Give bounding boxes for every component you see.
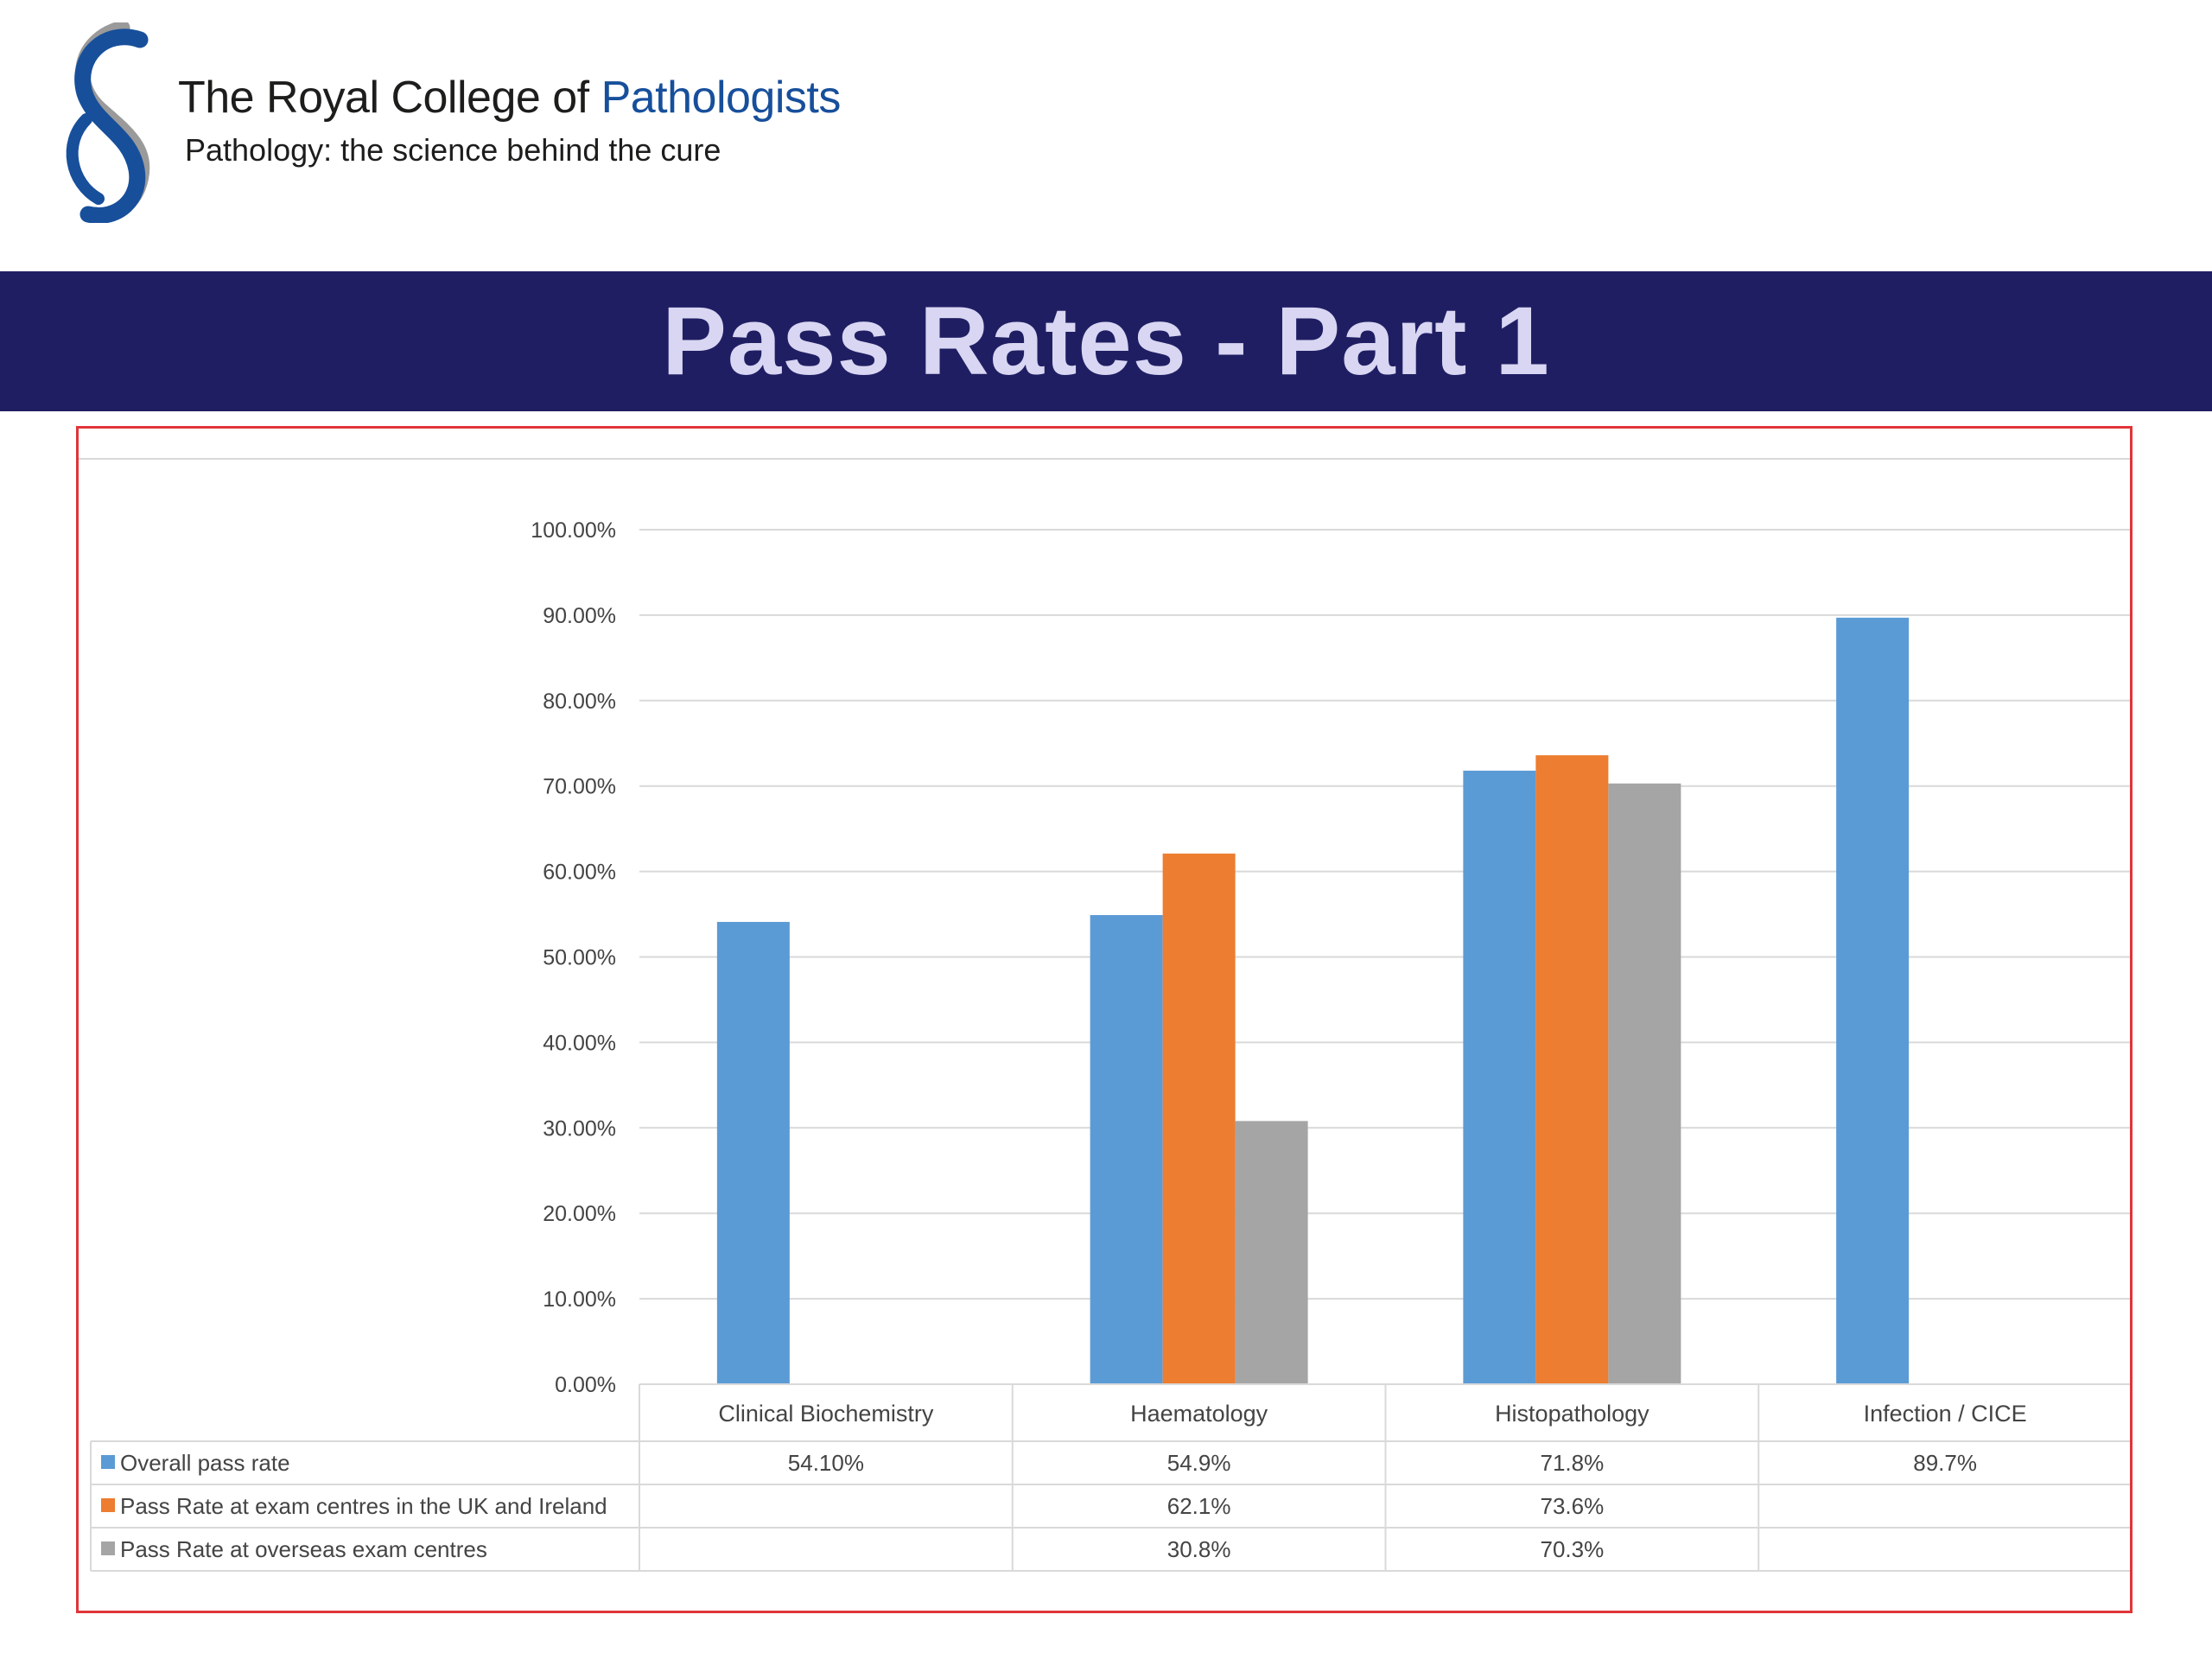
- data-label: 70.3%: [1541, 1536, 1605, 1562]
- org-tagline: Pathology: the science behind the cure: [185, 132, 721, 168]
- bar: [1162, 853, 1236, 1384]
- org-name: The Royal College of Pathologists: [178, 69, 841, 126]
- y-tick-label: 0.00%: [555, 1373, 616, 1397]
- y-tick-label: 70.00%: [543, 775, 616, 799]
- y-tick-label: 80.00%: [543, 690, 616, 714]
- legend-key: [101, 1498, 115, 1512]
- x-category-label: Clinical Biochemistry: [718, 1401, 934, 1427]
- legend-key: [101, 1541, 115, 1555]
- data-label: 71.8%: [1541, 1450, 1605, 1476]
- data-label: 54.10%: [788, 1450, 864, 1476]
- y-tick-label: 30.00%: [543, 1116, 616, 1141]
- bar: [1535, 755, 1609, 1384]
- org-name-part1: The Royal College of: [178, 73, 589, 123]
- slide-title: Pass Rates - Part 1: [662, 287, 1550, 395]
- bar: [716, 921, 790, 1384]
- data-label: 73.6%: [1541, 1493, 1605, 1519]
- bar: [1235, 1121, 1308, 1384]
- bar: [1608, 783, 1681, 1384]
- bar: [1090, 915, 1163, 1384]
- y-tick-label: 90.00%: [543, 604, 616, 628]
- x-category-label: Histopathology: [1495, 1401, 1649, 1427]
- y-tick-label: 60.00%: [543, 861, 616, 885]
- bar: [1836, 617, 1910, 1384]
- legend-series-name: Overall pass rate: [120, 1450, 290, 1476]
- x-category-label: Haematology: [1130, 1401, 1268, 1427]
- data-label: 30.8%: [1167, 1536, 1231, 1562]
- y-tick-label: 100.00%: [531, 518, 616, 543]
- bar: [1463, 770, 1536, 1384]
- title-band: Pass Rates - Part 1: [0, 271, 2212, 411]
- legend-series-name: Pass Rate at overseas exam centres: [120, 1536, 487, 1562]
- data-label: 54.9%: [1167, 1450, 1231, 1476]
- legend-key: [101, 1455, 115, 1469]
- y-tick-label: 40.00%: [543, 1031, 616, 1055]
- pass-rate-chart: 0.00% 10.00% 20.00% 30.00% 40.00% 50.00% 60.00…: [79, 458, 2130, 1572]
- y-tick-label: 10.00%: [543, 1287, 616, 1312]
- legend-series-name: Pass Rate at exam centres in the UK and …: [120, 1493, 607, 1519]
- chart-frame: 0.00% 10.00% 20.00% 30.00% 40.00% 50.00% 60.00…: [76, 426, 2133, 1613]
- data-label: 62.1%: [1167, 1493, 1231, 1519]
- org-name-part2: Pathologists: [601, 73, 842, 123]
- rcpath-s-logo-icon: [66, 22, 150, 223]
- y-tick-label: 50.00%: [543, 946, 616, 970]
- x-category-label: Infection / CICE: [1864, 1401, 2027, 1427]
- data-label: 89.7%: [1913, 1450, 1977, 1476]
- y-tick-label: 20.00%: [543, 1202, 616, 1226]
